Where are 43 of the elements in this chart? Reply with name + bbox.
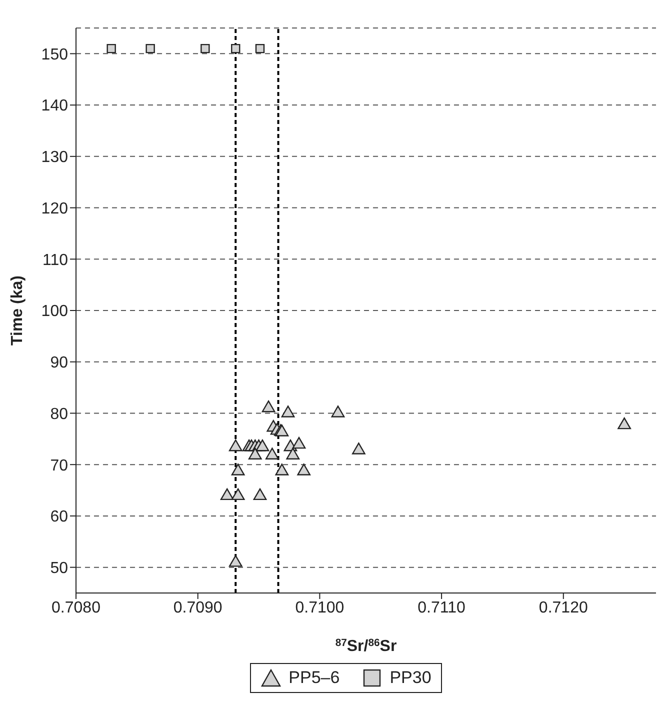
point xyxy=(281,406,295,418)
legend-label: PP5–6 xyxy=(288,668,340,688)
point xyxy=(331,406,345,418)
x-tick-label: 0.7090 xyxy=(173,599,222,616)
point xyxy=(200,44,210,54)
y-tick-label: 80 xyxy=(50,406,68,423)
y-tick-label: 130 xyxy=(41,149,68,166)
point xyxy=(248,448,262,460)
y-tick-label: 110 xyxy=(42,252,68,269)
y-tick-label: 150 xyxy=(41,46,68,64)
point xyxy=(106,44,116,54)
y-axis-title: Time (ka) xyxy=(9,276,26,346)
point xyxy=(220,488,234,500)
point xyxy=(146,44,155,54)
x-tick-label: 0.7080 xyxy=(52,599,101,616)
point xyxy=(231,488,245,500)
point xyxy=(262,400,276,412)
point xyxy=(265,448,279,460)
point xyxy=(231,44,240,54)
point xyxy=(256,440,270,452)
point xyxy=(352,442,366,454)
point xyxy=(292,436,306,449)
y-tick-label: 100 xyxy=(41,303,68,320)
y-tick-label: 60 xyxy=(50,508,68,526)
y-tick-label: 90 xyxy=(50,354,68,372)
x-tick-label: 0.7120 xyxy=(538,599,588,616)
x-axis-title: $^{87}$Sr/$^{86}$Sr xyxy=(335,638,397,655)
y-tick-label: 140 xyxy=(41,98,68,115)
point xyxy=(228,440,242,452)
point xyxy=(255,44,265,54)
point xyxy=(231,464,245,476)
point xyxy=(286,448,300,460)
y-tick-label: 120 xyxy=(41,200,68,218)
point xyxy=(253,488,267,500)
legend-label: PP30 xyxy=(388,668,432,688)
point xyxy=(228,555,242,567)
point xyxy=(275,464,289,476)
x-tick-label: 0.7110 xyxy=(418,599,466,616)
y-tick-label: 70 xyxy=(50,457,68,474)
y-tick-label: 50 xyxy=(50,560,68,577)
x-tick-label: 0.7100 xyxy=(295,599,344,616)
point xyxy=(297,464,311,476)
point xyxy=(618,417,631,430)
